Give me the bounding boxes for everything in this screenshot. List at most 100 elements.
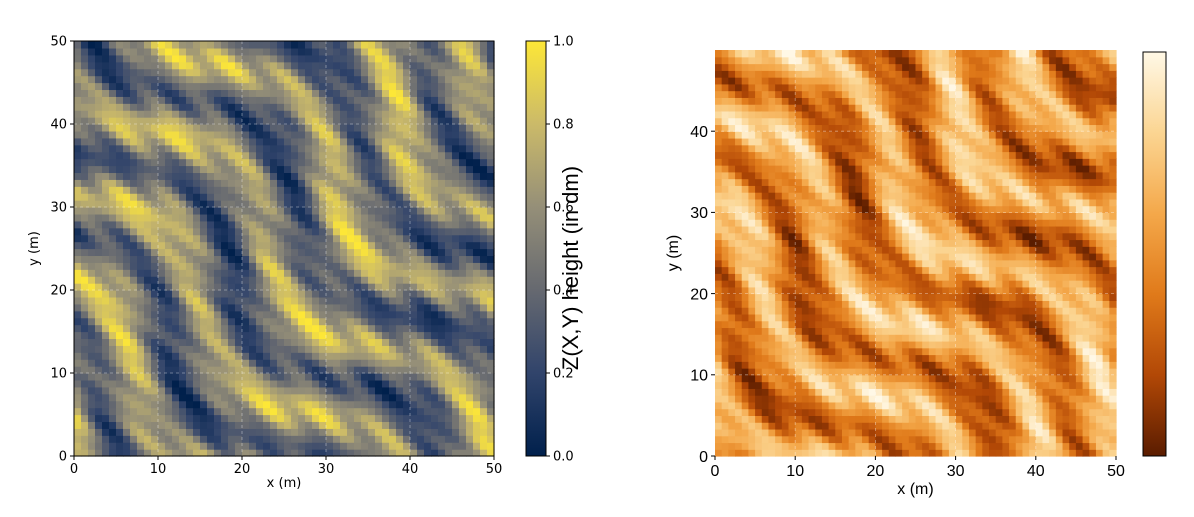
y-tick-label: 40 (50, 118, 67, 133)
heatmap-cell (270, 213, 278, 222)
heatmap-cell (741, 273, 750, 281)
heatmap-cell (74, 296, 82, 305)
heatmap-cell (249, 255, 257, 263)
heatmap-cell (781, 449, 790, 457)
heatmap-cell (291, 103, 299, 111)
heatmap-cell (200, 379, 208, 388)
heatmap-cell (249, 47, 257, 56)
heatmap-cell (109, 331, 117, 340)
heatmap-cell (768, 97, 776, 105)
heatmap-cell (473, 47, 481, 56)
heatmap-cell (368, 41, 376, 49)
heatmap-cell (214, 393, 222, 402)
heatmap-cell (109, 379, 117, 388)
heatmap-cell (466, 117, 474, 125)
heatmap-cell (235, 283, 243, 291)
heatmap-cell (186, 110, 194, 118)
heatmap-cell (221, 227, 229, 236)
heatmap-cell (480, 41, 488, 49)
heatmap-cell (808, 340, 816, 349)
heatmap-cell (291, 68, 299, 77)
heatmap-cell (775, 313, 783, 322)
heatmap-cell (333, 213, 341, 222)
heatmap-cell (815, 90, 823, 98)
heatmap-cell (123, 96, 131, 104)
heatmap-cell (340, 442, 348, 450)
heatmap-cell (438, 248, 446, 257)
heatmap-cell (375, 352, 383, 360)
heatmap-cell (263, 352, 271, 360)
heatmap-cell (137, 137, 145, 146)
heatmap-cell (768, 381, 776, 389)
heatmap-cell (95, 165, 103, 174)
heatmap-cell (263, 428, 271, 436)
heatmap-cell (116, 234, 124, 243)
heatmap-cell (298, 407, 306, 416)
heatmap-cell (487, 186, 495, 194)
heatmap-cell (151, 317, 159, 326)
heatmap-cell (193, 241, 201, 250)
heatmap-cell (326, 303, 334, 312)
heatmap-cell (862, 381, 870, 389)
heatmap-cell (256, 41, 264, 49)
heatmap-cell (179, 345, 187, 353)
heatmap-cell (193, 193, 201, 201)
heatmap-cell (200, 276, 208, 284)
heatmap-cell (319, 151, 327, 160)
heatmap-cell (102, 227, 110, 236)
heatmap-cell (95, 227, 103, 236)
heatmap-cell (165, 296, 173, 305)
heatmap-cell (375, 110, 383, 118)
heatmap-cell (249, 96, 257, 104)
heatmap-cell (788, 212, 796, 220)
heatmap-cell (821, 56, 830, 65)
heatmap-cell (137, 41, 145, 49)
heatmap-cell (821, 178, 830, 186)
heatmap-cell (403, 414, 411, 423)
heatmap-cell (848, 192, 856, 200)
heatmap-cell (109, 151, 117, 160)
heatmap-cell (389, 110, 397, 118)
heatmap-cell (808, 246, 816, 254)
heatmap-cell (214, 262, 222, 270)
heatmap-cell (721, 56, 729, 65)
heatmap-cell (235, 435, 243, 443)
heatmap-cell (410, 449, 418, 457)
heatmap-cell (298, 172, 306, 180)
heatmap-cell (466, 435, 474, 443)
heatmap-cell (361, 421, 369, 429)
heatmap-cell (214, 428, 222, 436)
heatmap-cell (109, 276, 117, 284)
heatmap-cell (741, 70, 750, 78)
heatmap-cell (396, 207, 404, 215)
heatmap-cell (193, 75, 201, 84)
heatmap-cell (354, 103, 362, 111)
heatmap-cell (480, 421, 488, 429)
heatmap-cell (88, 193, 96, 201)
heatmap-cell (277, 234, 285, 243)
heatmap-cell (721, 171, 729, 180)
heatmap-cell (480, 54, 488, 63)
heatmap-cell (431, 352, 439, 360)
heatmap-cell (172, 359, 180, 367)
heatmap-cell (389, 137, 397, 146)
heatmap-cell (151, 137, 159, 146)
heatmap-cell (277, 227, 285, 236)
heatmap-cell (95, 158, 103, 167)
heatmap-cell (431, 172, 439, 180)
heatmap-cell (417, 96, 425, 104)
heatmap-cell (835, 286, 843, 295)
heatmap-cell (452, 179, 460, 187)
heatmap-cell (755, 219, 763, 227)
colorbar-tick-label: 0.4 (553, 284, 574, 299)
heatmap-cell (291, 82, 299, 91)
heatmap-cell (354, 296, 362, 305)
heatmap-cell (396, 442, 404, 450)
heatmap-cell (828, 340, 836, 349)
heatmap-cell (828, 428, 836, 437)
heatmap-cell (277, 345, 285, 353)
heatmap-cell (835, 327, 843, 335)
heatmap-cell (74, 421, 82, 429)
heatmap-cell (186, 317, 194, 326)
heatmap-cell (298, 144, 306, 153)
